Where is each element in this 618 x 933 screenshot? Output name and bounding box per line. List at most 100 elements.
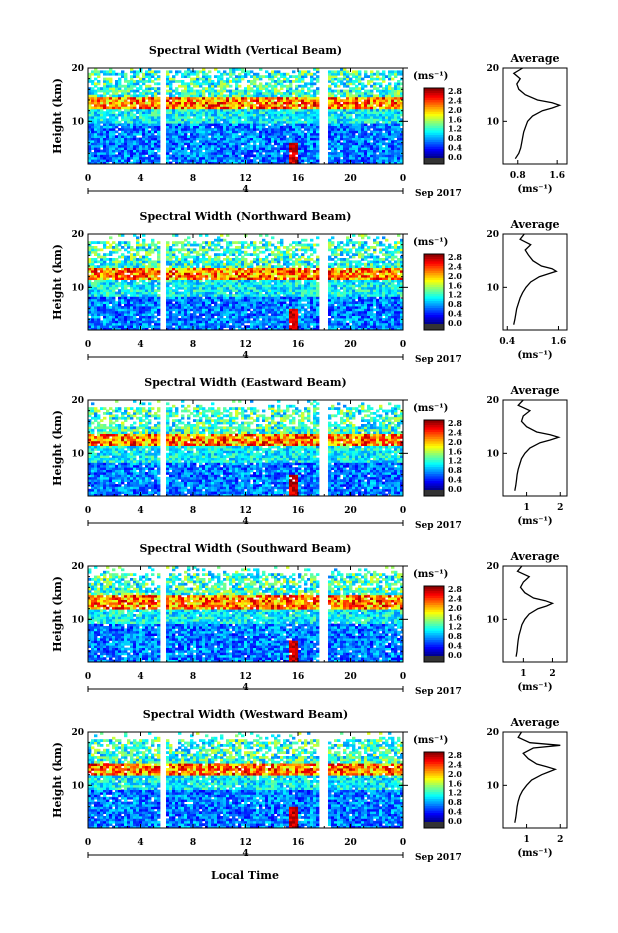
x-tick-label: 0 (85, 838, 91, 848)
colorbar-tick-label: 2.8 (448, 252, 462, 262)
colorbar-tick-label: 1.6 (448, 114, 462, 124)
colorbar-tick-label: 0.8 (448, 299, 462, 309)
average-x-tick-label: 2 (557, 835, 563, 845)
colorbar-tick-label: 1.6 (448, 280, 462, 290)
day-label: 4 (242, 517, 248, 527)
x-tick-label: 20 (344, 672, 357, 682)
y-tick-label: 20 (71, 562, 84, 572)
colorbar-tick-label: 1.2 (448, 788, 462, 798)
colorbar-unit: (ms⁻¹) (413, 403, 448, 414)
x-tick-label: 12 (239, 838, 252, 848)
colorbar-tick-label: 2.8 (448, 584, 462, 594)
colorbar-tick-label: 0.4 (448, 641, 462, 651)
colorbar-tick-label: 0.0 (448, 318, 462, 328)
colorbar-tick-label: 2.0 (448, 769, 462, 779)
x-tick-label: 20 (344, 174, 357, 184)
x-tick-label: 16 (292, 340, 305, 350)
x-tick-label: 12 (239, 506, 252, 516)
colorbar-tick-label: 2.8 (448, 750, 462, 760)
colorbar-tick-label: 1.6 (448, 612, 462, 622)
day-label: 4 (242, 683, 248, 693)
y-axis-label: Height (km) (51, 244, 64, 320)
average-x-tick-label: 2 (557, 503, 563, 513)
average-x-unit: (ms⁻¹) (517, 516, 552, 527)
y-tick-label: 10 (71, 283, 84, 293)
colorbar-tick-label: 2.8 (448, 86, 462, 96)
colorbar-tick-label: 0.4 (448, 143, 462, 153)
x-tick-label: 4 (137, 340, 143, 350)
colorbar-tick-label: 0.4 (448, 475, 462, 485)
colorbar-under (424, 656, 444, 662)
colorbar-tick-label: 1.6 (448, 446, 462, 456)
x-tick-label: 0 (400, 838, 406, 848)
x-tick-label: 0 (400, 506, 406, 516)
colorbar-tick-label: 0.0 (448, 484, 462, 494)
x-tick-label: 4 (137, 672, 143, 682)
x-tick-label: 8 (190, 506, 196, 516)
x-tick-label: 12 (239, 672, 252, 682)
panel-title: Spectral Width (Northward Beam) (140, 210, 352, 223)
colorbar-tick-label: 0.8 (448, 133, 462, 143)
average-y-tick-label: 10 (486, 449, 499, 459)
average-x-tick-label: 1 (523, 835, 529, 845)
colorbar-tick-label: 1.6 (448, 778, 462, 788)
average-y-tick-label: 10 (486, 117, 499, 127)
colorbar-unit: (ms⁻¹) (413, 735, 448, 746)
panel-title: Spectral Width (Southward Beam) (139, 542, 351, 555)
average-profile-line (516, 566, 552, 657)
date-label: Sep 2017 (415, 521, 462, 531)
average-y-tick-label: 20 (486, 230, 499, 240)
day-label: 4 (242, 185, 248, 195)
average-profile-line (514, 234, 557, 325)
y-tick-label: 20 (71, 728, 84, 738)
x-tick-label: 16 (292, 174, 305, 184)
colorbar-tick-label: 0.0 (448, 152, 462, 162)
colorbar-under (424, 324, 444, 330)
y-tick-label: 20 (71, 396, 84, 406)
colorbar-tick-label: 0.8 (448, 631, 462, 641)
y-tick-label: 10 (71, 449, 84, 459)
y-axis-label: Height (km) (51, 78, 64, 154)
colorbar-tick-label: 2.0 (448, 603, 462, 613)
x-tick-label: 12 (239, 174, 252, 184)
heatmap-cells (88, 234, 403, 330)
colorbar-under (424, 490, 444, 496)
colorbar-tick-label: 2.8 (448, 418, 462, 428)
panel-title: Spectral Width (Eastward Beam) (144, 376, 346, 389)
colorbar-tick-label: 1.2 (448, 622, 462, 632)
x-tick-label: 0 (400, 174, 406, 184)
x-tick-label: 0 (85, 340, 91, 350)
y-tick-label: 10 (71, 117, 84, 127)
average-x-unit: (ms⁻¹) (517, 682, 552, 693)
colorbar-tick-label: 0.8 (448, 465, 462, 475)
average-title: Average (509, 384, 559, 397)
average-x-tick-label: 0.4 (499, 337, 515, 347)
colorbar-tick-label: 2.4 (448, 593, 462, 603)
colorbar-tick-label: 2.4 (448, 95, 462, 105)
average-title: Average (509, 52, 559, 65)
average-x-unit: (ms⁻¹) (517, 350, 552, 361)
panel-3: Spectral Width (Eastward Beam)1020Height… (51, 376, 567, 531)
average-y-tick-label: 10 (486, 781, 499, 791)
x-tick-label: 0 (85, 174, 91, 184)
average-title: Average (509, 716, 559, 729)
colorbar-tick-label: 0.8 (448, 797, 462, 807)
average-x-tick-label: 1 (520, 669, 526, 679)
colorbar-under (424, 158, 444, 164)
colorbar-tick-label: 2.0 (448, 105, 462, 115)
x-tick-label: 16 (292, 838, 305, 848)
average-x-unit: (ms⁻¹) (517, 184, 552, 195)
date-label: Sep 2017 (415, 687, 462, 697)
x-tick-label: 0 (400, 672, 406, 682)
average-profile-line (514, 68, 560, 159)
colorbar-tick-label: 1.2 (448, 124, 462, 134)
heatmap-cells (88, 566, 403, 662)
y-tick-label: 10 (71, 781, 84, 791)
average-frame (503, 732, 567, 828)
colorbar-tick-label: 2.4 (448, 427, 462, 437)
colorbar-tick-label: 2.0 (448, 437, 462, 447)
